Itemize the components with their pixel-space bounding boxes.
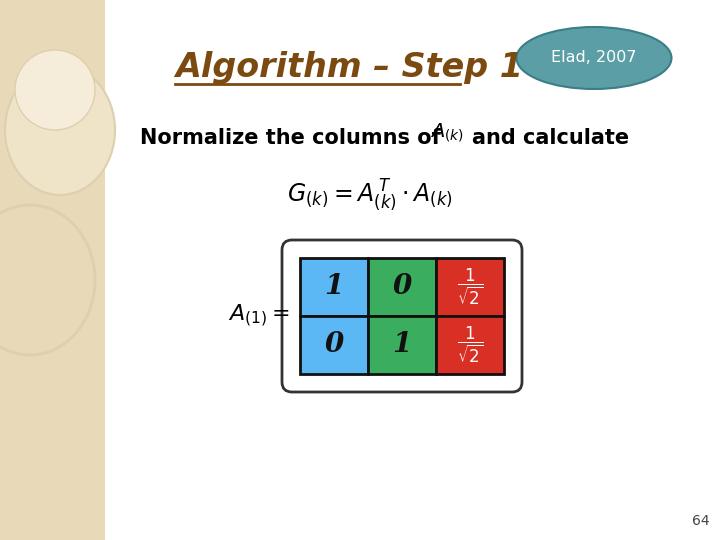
Text: 1: 1 [325, 273, 343, 300]
Text: 1: 1 [392, 332, 412, 359]
Bar [0, 0, 105, 540]
Text: Normalize the columns of: Normalize the columns of [140, 128, 441, 148]
Bar [368, 258, 436, 316]
Bar [300, 258, 368, 316]
Bar [436, 258, 504, 316]
Text: 64: 64 [693, 514, 710, 528]
Text: 0: 0 [392, 273, 412, 300]
Bar [436, 316, 504, 374]
Ellipse shape [15, 50, 95, 130]
Text: $\dfrac{1}{\sqrt{2}}$: $\dfrac{1}{\sqrt{2}}$ [456, 325, 483, 365]
Ellipse shape [5, 65, 115, 195]
Bar [300, 316, 368, 374]
Text: and calculate: and calculate [472, 128, 629, 148]
Text: Algorithm – Step 1: Algorithm – Step 1 [175, 51, 523, 84]
Text: 0: 0 [325, 332, 343, 359]
Text: $G_{(k)} = A_{(k)}^{\,T} \cdot A_{(k)}$: $G_{(k)} = A_{(k)}^{\,T} \cdot A_{(k)}$ [287, 177, 453, 213]
Bar [368, 316, 436, 374]
Ellipse shape [516, 27, 672, 89]
Text: Elad, 2007: Elad, 2007 [552, 51, 636, 65]
Text: $A_{(1)} =$: $A_{(1)} =$ [228, 303, 290, 329]
Text: $\dfrac{1}{\sqrt{2}}$: $\dfrac{1}{\sqrt{2}}$ [456, 267, 483, 307]
Text: $A_{(k)}$: $A_{(k)}$ [430, 122, 464, 144]
